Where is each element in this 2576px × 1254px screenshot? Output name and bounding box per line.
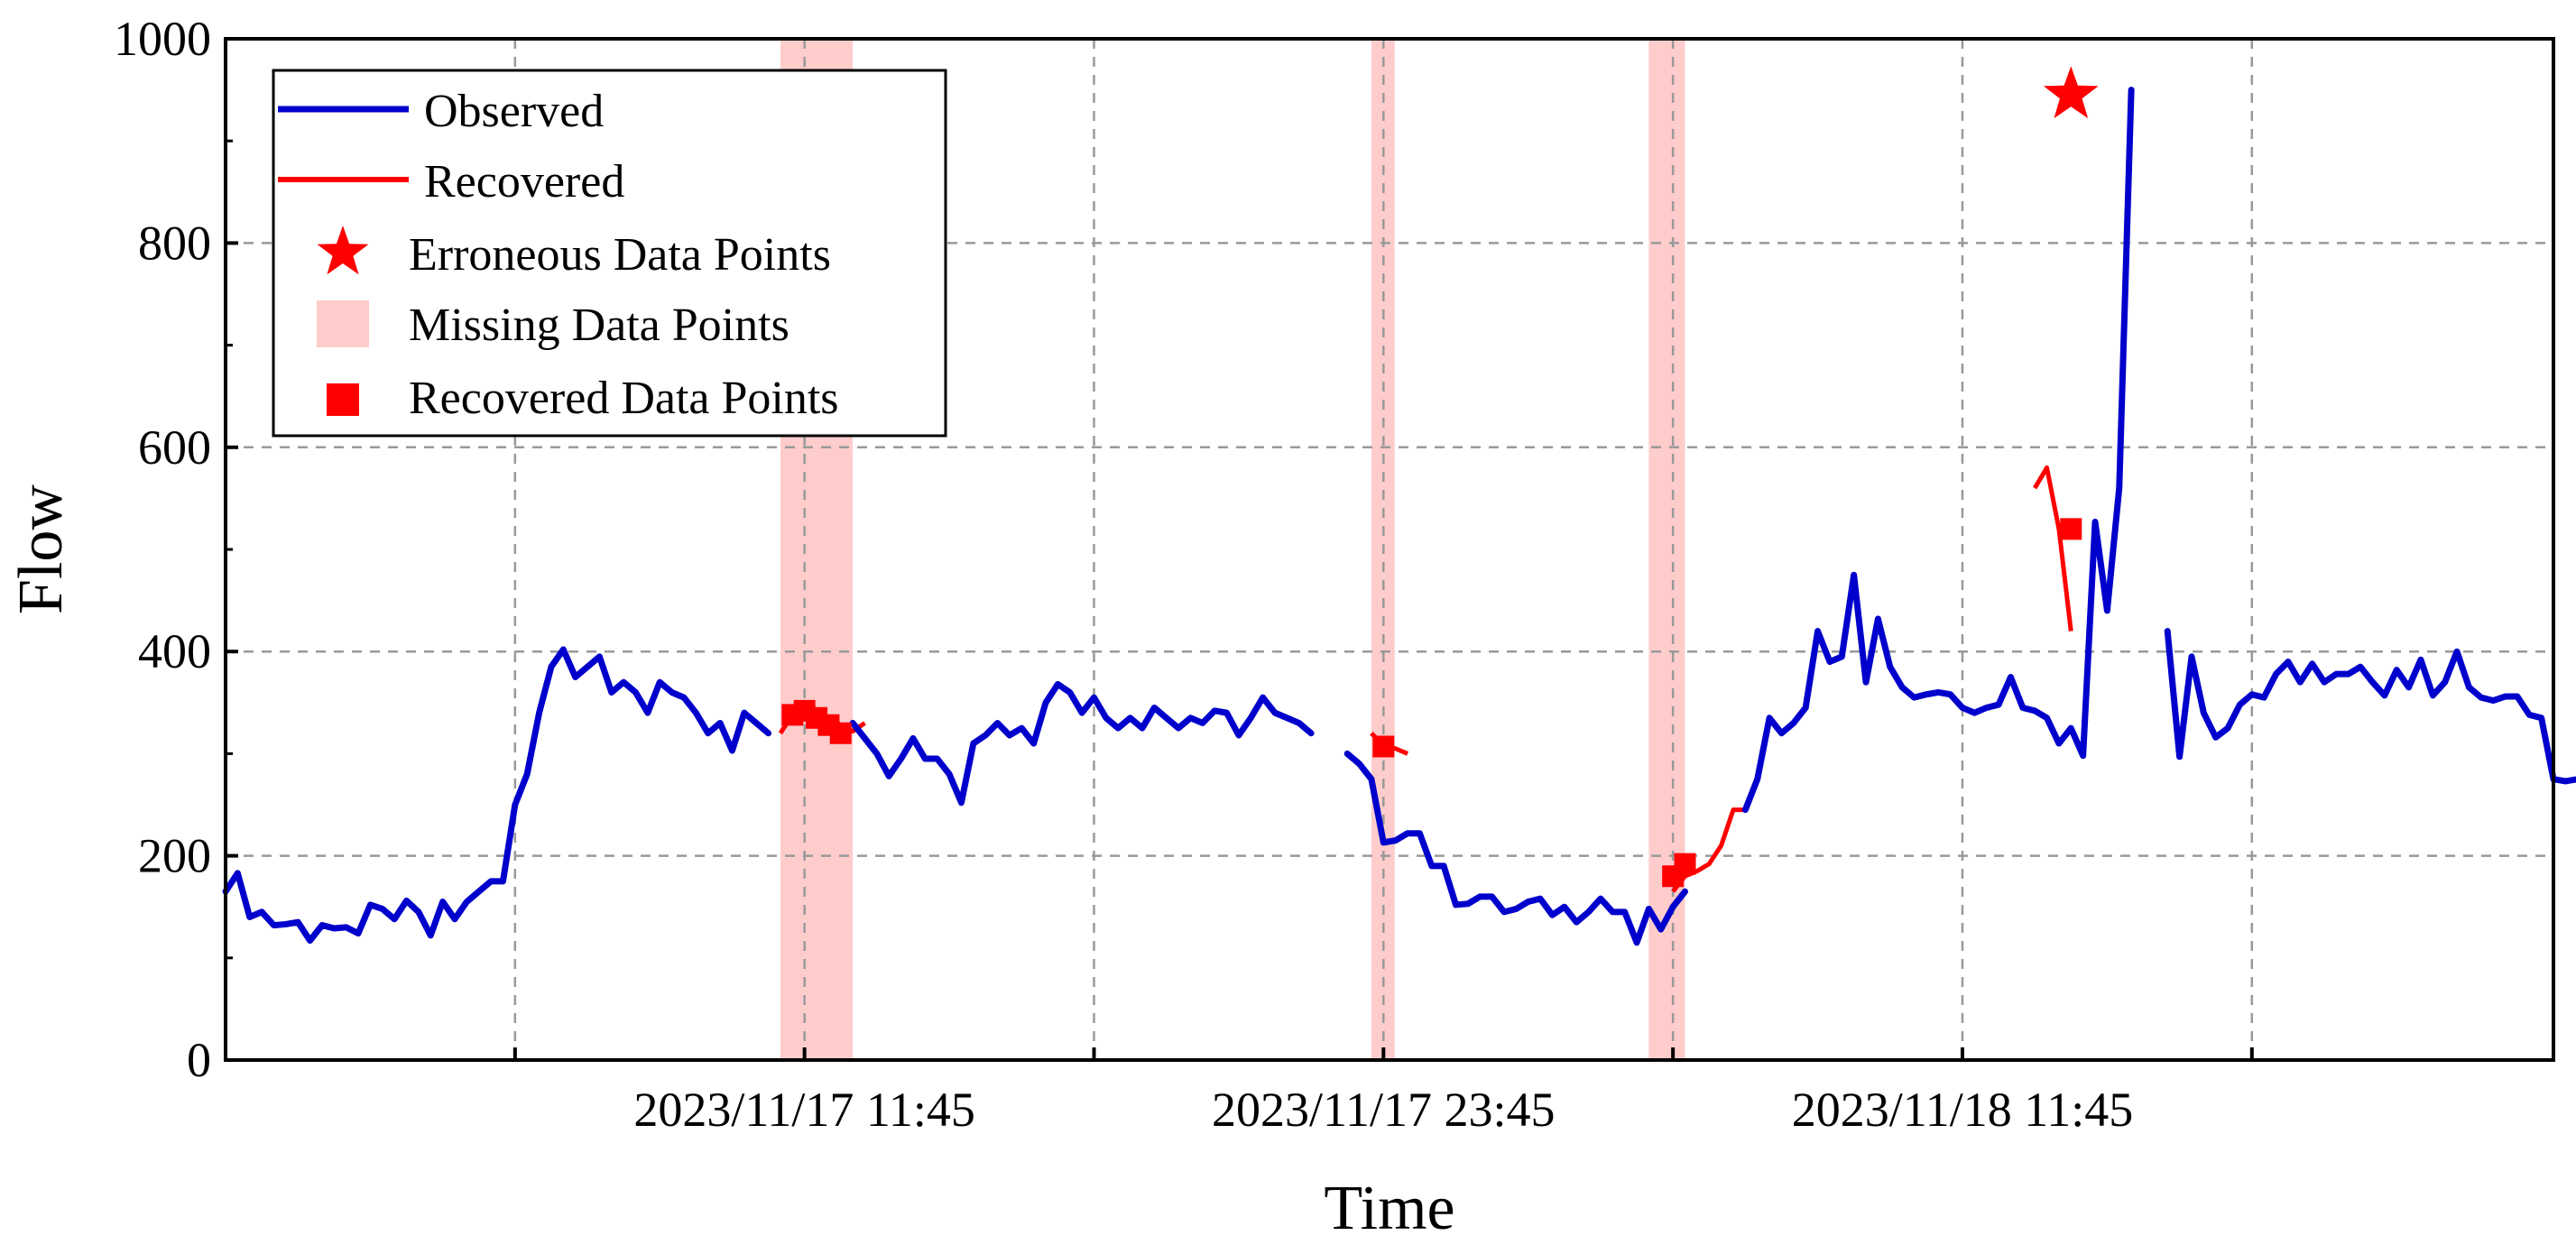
observed-line-segment-2 (1343, 750, 1689, 946)
y-tick-label-2: 400 (138, 624, 211, 678)
y-tick-label-3: 600 (138, 420, 211, 475)
x-tick-label-1: 2023/11/17 23:45 (1212, 1083, 1556, 1137)
y-axis-title: Flow (6, 484, 76, 614)
legend-recovered-square-icon (327, 383, 359, 416)
legend-missing-swatch (317, 300, 369, 347)
legend-recovered-label: Recovered (424, 156, 624, 207)
observed-line-segment-1 (849, 680, 1315, 807)
axes: 0 200 400 600 800 1000 2023/11/17 11:45 2023/11… (114, 12, 2254, 1137)
legend-box (272, 69, 947, 438)
observed-line-segment-0 (222, 646, 772, 945)
y-tick-label-4: 800 (138, 216, 211, 270)
y-tick-label-5: 1000 (114, 12, 211, 66)
y-tick-label-1: 200 (138, 829, 211, 883)
observed-line-segment-4 (2164, 628, 2576, 785)
legend-missing-label: Missing Data Points (409, 300, 789, 351)
recovered-point-4 (829, 722, 852, 744)
recovered-point-8 (2060, 518, 2082, 540)
x-axis-title: Time (1324, 1174, 1454, 1243)
legend-erroneous-star-icon (317, 226, 369, 275)
grid-lines (226, 39, 2553, 1060)
x-tick-label-0: 2023/11/17 11:45 (633, 1083, 975, 1137)
legend-recovered-points-label: Recovered Data Points (409, 373, 839, 424)
recovered-point-7 (1674, 853, 1696, 875)
erroneous-point-star-0 (2043, 66, 2099, 119)
recovered-point-5 (1372, 735, 1395, 758)
legend-erroneous-label: Erroneous Data Points (409, 229, 831, 281)
legend-observed-label: Observed (424, 86, 604, 137)
missing-region-2 (1648, 39, 1685, 1060)
recovered-line-segment-3 (2033, 465, 2073, 632)
x-tick-label-2: 2023/11/18 11:45 (1792, 1083, 2134, 1137)
observed-line-segment-3 (1741, 87, 2135, 814)
data-markers (781, 66, 2099, 888)
y-tick-label-0: 0 (187, 1033, 211, 1087)
legend: Observed Recovered Erroneous Data Points… (272, 69, 947, 438)
recovered-line-segment-2 (1671, 807, 1746, 893)
